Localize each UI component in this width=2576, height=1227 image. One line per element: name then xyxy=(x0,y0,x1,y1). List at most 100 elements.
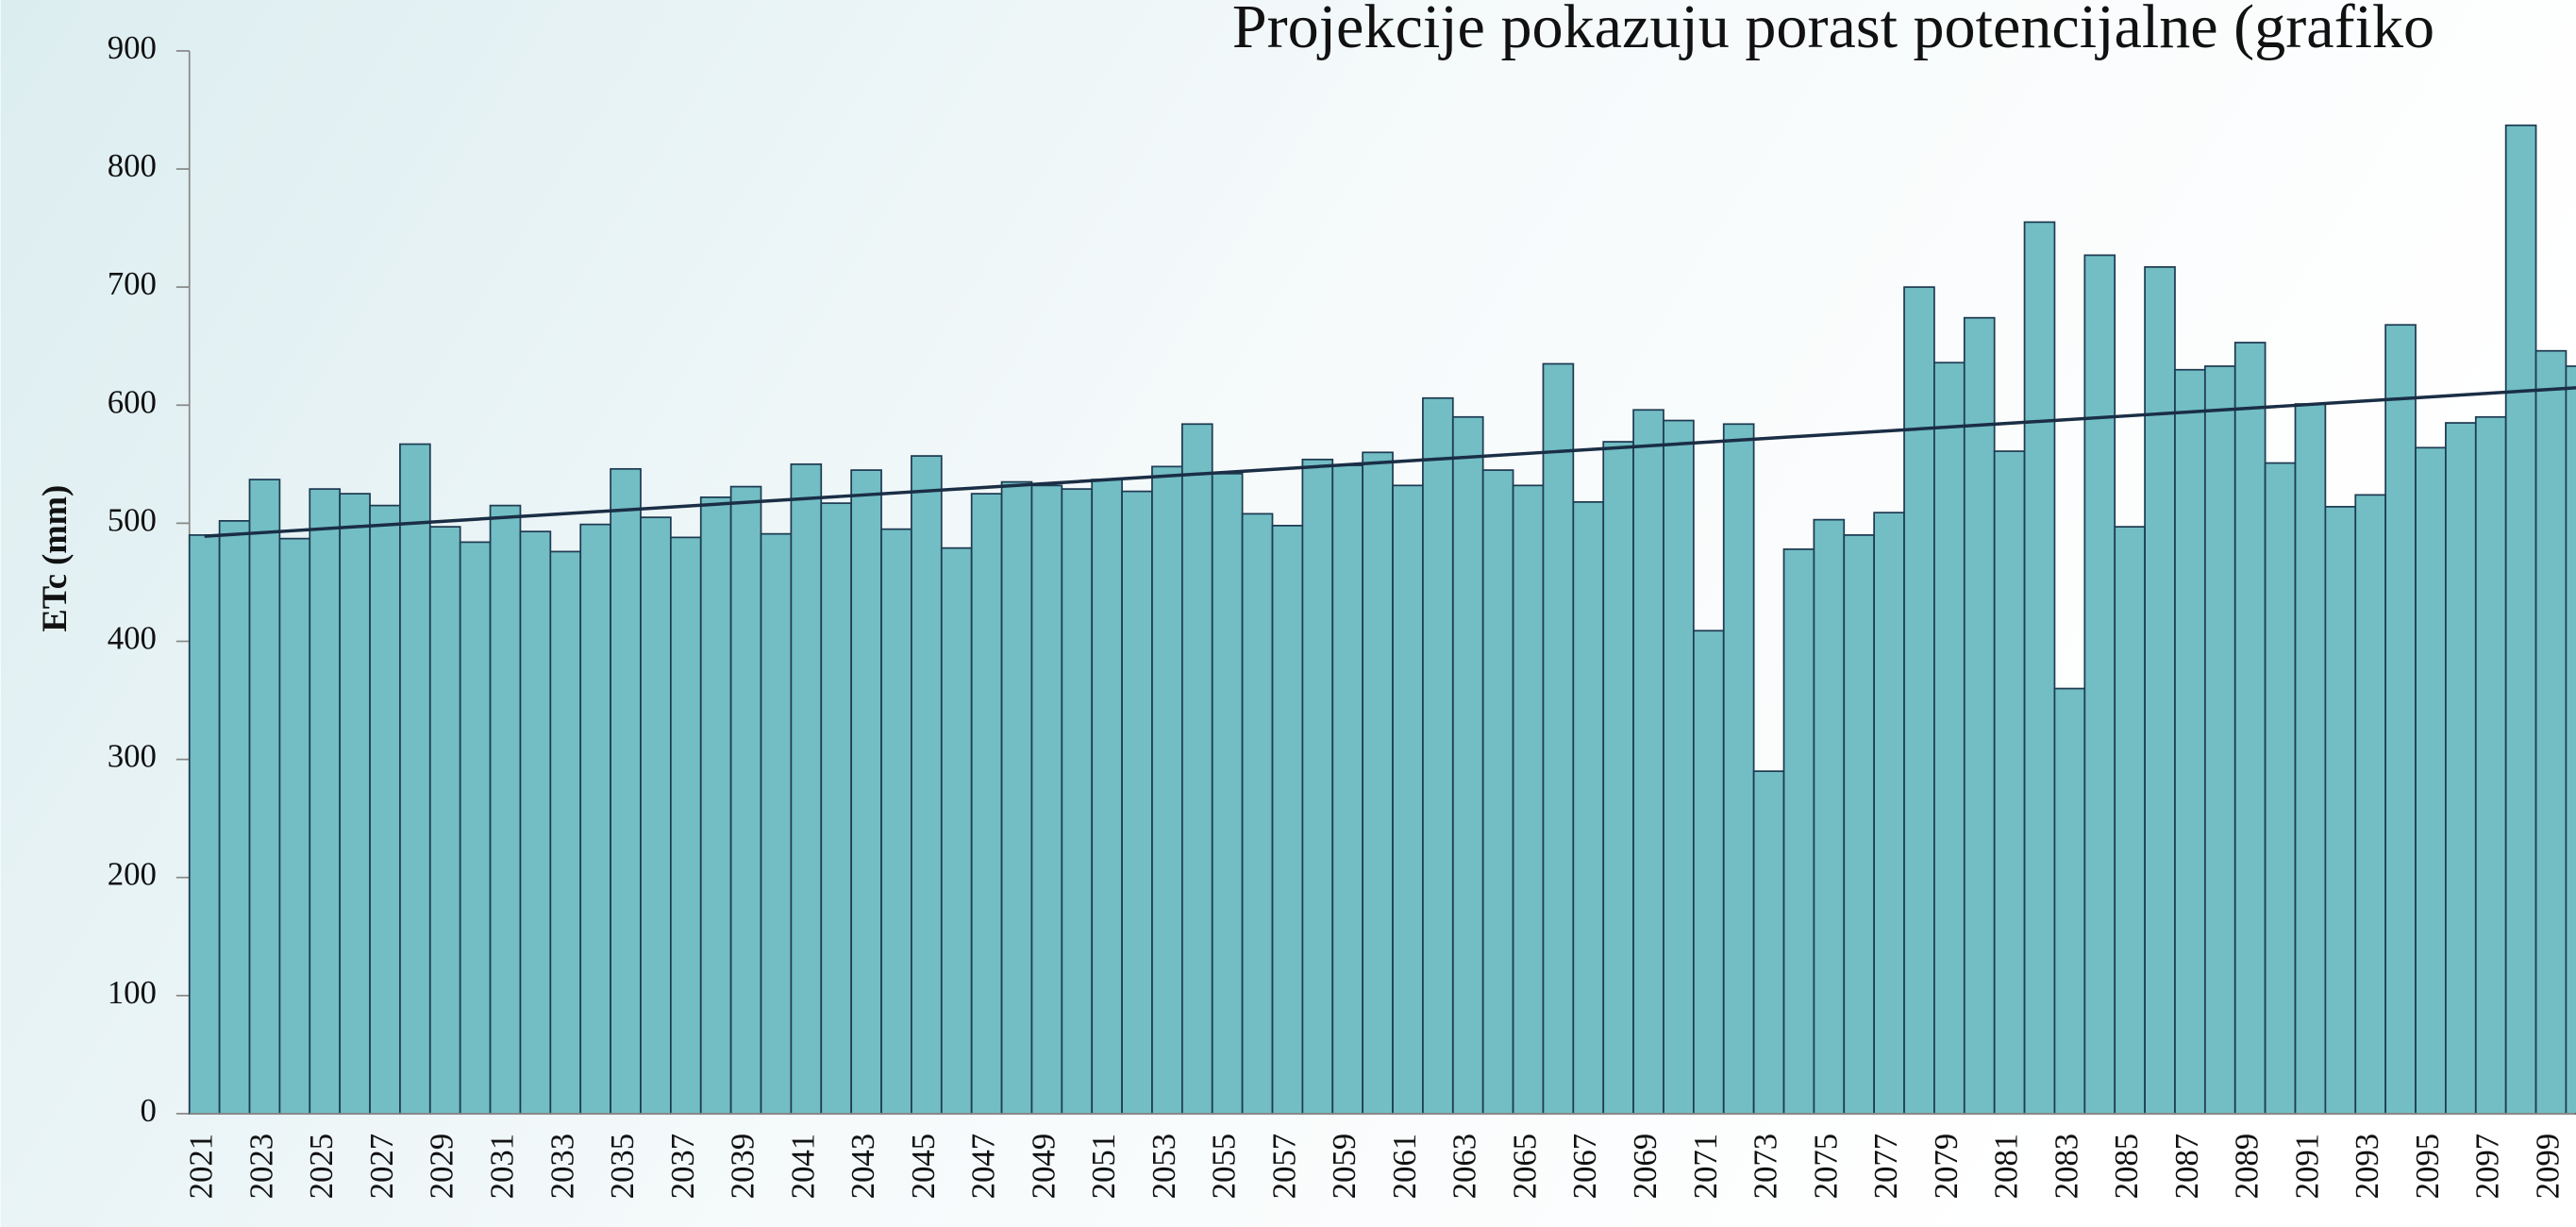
bar xyxy=(1000,480,1033,1115)
y-tick-label: 800 xyxy=(108,147,157,184)
y-tick-label: 900 xyxy=(108,29,157,66)
bar xyxy=(1271,525,1304,1115)
bar xyxy=(1602,441,1634,1115)
bar xyxy=(1782,548,1815,1115)
y-tick-label: 200 xyxy=(108,856,157,893)
bar xyxy=(911,455,943,1115)
bar xyxy=(1422,396,1454,1115)
bar xyxy=(2023,221,2056,1115)
bar xyxy=(1331,464,1364,1115)
bar xyxy=(218,520,251,1115)
bar xyxy=(699,496,732,1115)
x-tick-label: 2093 xyxy=(2349,1134,2385,1200)
bar xyxy=(1091,479,1123,1115)
bar xyxy=(820,502,853,1115)
bar xyxy=(2053,687,2086,1115)
bar xyxy=(1451,415,1484,1115)
bar xyxy=(2114,526,2146,1115)
y-tick-label: 0 xyxy=(141,1092,157,1129)
bar xyxy=(2294,403,2327,1115)
x-tick-label: 2055 xyxy=(1206,1134,1243,1200)
bar xyxy=(579,523,611,1115)
x-tick-label: 2081 xyxy=(1988,1134,2025,1200)
x-tick-label: 2089 xyxy=(2229,1134,2266,1200)
bar xyxy=(1813,518,1846,1115)
y-tick-label: 100 xyxy=(108,974,157,1011)
y-tick-label: 600 xyxy=(108,383,157,420)
bar xyxy=(2384,324,2417,1115)
x-tick-label: 2025 xyxy=(303,1134,340,1200)
x-tick-label: 2035 xyxy=(604,1134,641,1200)
bar xyxy=(1301,458,1334,1115)
x-tick-label: 2027 xyxy=(363,1134,400,1200)
bar xyxy=(880,528,912,1115)
bar xyxy=(2144,266,2176,1115)
x-tick-label: 2065 xyxy=(1506,1134,1543,1200)
y-tick-label: 300 xyxy=(108,738,157,775)
bar xyxy=(2203,365,2236,1115)
bar xyxy=(278,537,311,1115)
x-tick-label: 2031 xyxy=(483,1134,520,1200)
x-tick-label: 2063 xyxy=(1447,1134,1483,1200)
x-tick-label: 2049 xyxy=(1025,1134,1062,1200)
x-tick-label: 2029 xyxy=(424,1134,460,1200)
bar xyxy=(850,469,882,1115)
x-tick-label: 2033 xyxy=(544,1134,580,1200)
bar xyxy=(2264,462,2297,1115)
bar xyxy=(2445,422,2477,1115)
x-tick-label: 2023 xyxy=(243,1134,279,1200)
bar xyxy=(549,550,582,1115)
bar xyxy=(369,504,401,1115)
x-tick-label: 2075 xyxy=(1807,1134,1844,1200)
bar xyxy=(1392,484,1424,1115)
bar xyxy=(2354,494,2387,1115)
x-tick-label: 2071 xyxy=(1687,1134,1724,1200)
bar xyxy=(790,462,823,1115)
bar xyxy=(1963,316,1996,1115)
bar xyxy=(2083,254,2116,1115)
x-tick-label: 2069 xyxy=(1627,1134,1664,1200)
y-axis-label: ETc (mm) xyxy=(35,485,74,632)
x-tick-label: 2053 xyxy=(1146,1134,1182,1200)
bar xyxy=(1061,488,1094,1115)
bar xyxy=(1362,451,1394,1115)
bar xyxy=(1663,419,1695,1115)
x-tick-label: 2067 xyxy=(1566,1134,1603,1200)
x-tick-label: 2037 xyxy=(664,1134,701,1200)
x-tick-label: 2087 xyxy=(2168,1134,2205,1200)
x-tick-label: 2021 xyxy=(183,1134,220,1200)
bar xyxy=(1121,490,1153,1115)
bar xyxy=(489,504,522,1115)
x-tick-label: 2051 xyxy=(1085,1134,1122,1200)
bar xyxy=(1843,534,1876,1115)
x-tick-label: 2077 xyxy=(1867,1134,1904,1200)
x-tick-label: 2039 xyxy=(725,1134,761,1200)
bar xyxy=(729,485,762,1115)
bar xyxy=(459,541,492,1115)
bar xyxy=(339,493,371,1115)
chart-title: Projekcije pokazuju porast potencijalne … xyxy=(1232,0,2434,61)
bar xyxy=(1722,423,1755,1115)
bar xyxy=(1151,465,1183,1115)
x-tick-label: 2061 xyxy=(1386,1134,1423,1200)
bar xyxy=(2233,342,2267,1115)
x-tick-label: 2041 xyxy=(784,1134,821,1200)
bar xyxy=(1512,484,1545,1115)
bar xyxy=(1692,630,1725,1115)
x-tick-label: 2083 xyxy=(2048,1134,2084,1200)
bar xyxy=(188,534,221,1115)
bar xyxy=(309,488,342,1115)
bar xyxy=(640,516,672,1115)
bar xyxy=(399,443,431,1115)
bar xyxy=(1632,409,1664,1115)
x-tick-label: 2095 xyxy=(2409,1134,2446,1200)
y-tick-label: 500 xyxy=(108,501,157,538)
bar xyxy=(2474,415,2507,1115)
bar xyxy=(248,479,281,1115)
bar xyxy=(1211,472,1244,1115)
trendline xyxy=(204,386,2576,538)
bar xyxy=(760,532,793,1115)
bar xyxy=(1903,286,1935,1115)
